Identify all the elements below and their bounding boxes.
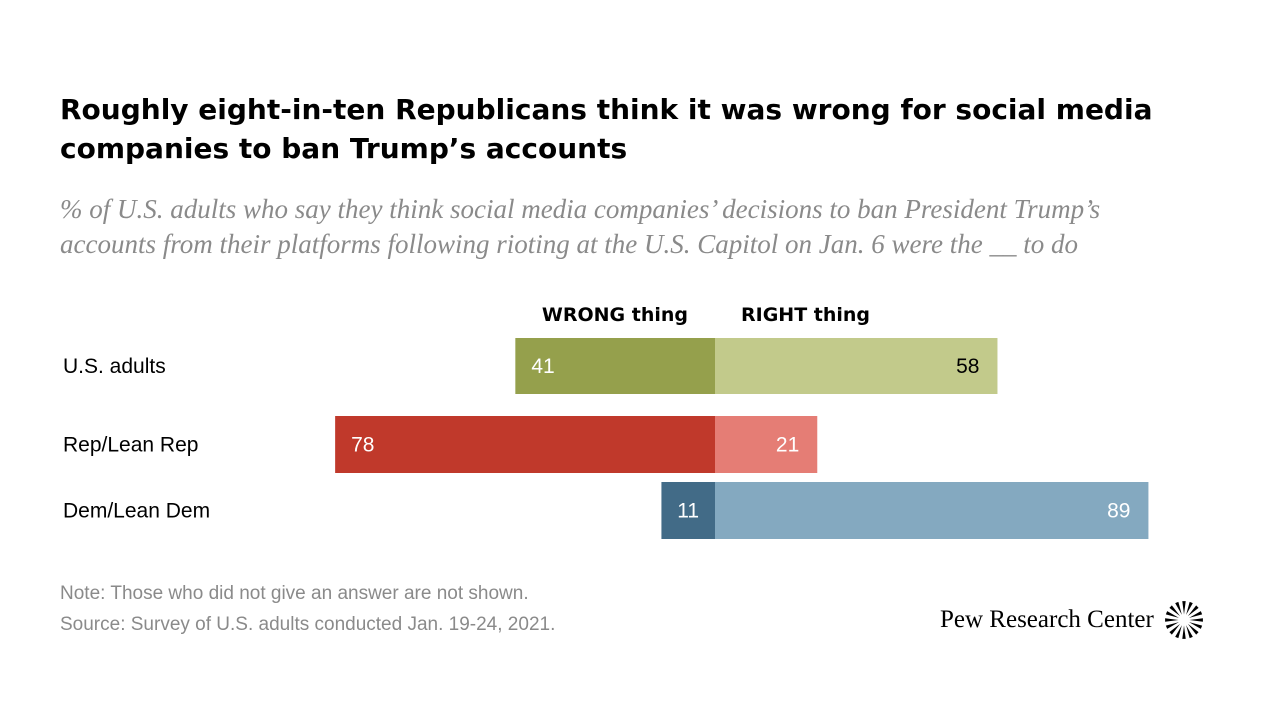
value-label-wrong-rep-lean-rep: 78 <box>351 434 374 457</box>
bar-wrong-u-s-adults <box>515 338 715 394</box>
chart-title: Roughly eight-in-ten Republicans think i… <box>60 93 1153 165</box>
category-label-rep-lean-rep: Rep/Lean Rep <box>63 434 198 457</box>
category-label-u-s-adults: U.S. adults <box>63 355 166 378</box>
column-header-right: RIGHT thing <box>741 304 870 326</box>
bar-right-u-s-adults <box>715 338 998 394</box>
column-header-wrong: WRONG thing <box>542 304 688 326</box>
chart-subtitle: % of U.S. adults who say they think soci… <box>60 194 1101 259</box>
bar-right-rep-lean-rep <box>715 416 818 473</box>
bar-right-dem-lean-dem <box>715 482 1149 539</box>
pew-branding: Pew Research Center <box>940 600 1204 640</box>
pew-sunburst-icon <box>1164 601 1203 639</box>
value-label-right-rep-lean-rep: 21 <box>776 434 799 457</box>
note-text: Note: Those who did not give an answer a… <box>60 583 529 604</box>
bar-wrong-dem-lean-dem <box>661 482 715 539</box>
value-label-right-u-s-adults: 58 <box>956 355 979 378</box>
value-label-right-dem-lean-dem: 89 <box>1107 500 1130 523</box>
chart-notes: Note: Those who did not give an answer a… <box>60 578 555 640</box>
category-label-dem-lean-dem: Dem/Lean Dem <box>63 500 210 523</box>
value-label-wrong-dem-lean-dem: 11 <box>677 500 699 523</box>
bar-wrong-rep-lean-rep <box>335 416 715 473</box>
value-label-wrong-u-s-adults: 41 <box>531 355 554 378</box>
source-text: Source: Survey of U.S. adults conducted … <box>60 614 556 635</box>
brand-name: Pew Research Center <box>940 606 1154 633</box>
